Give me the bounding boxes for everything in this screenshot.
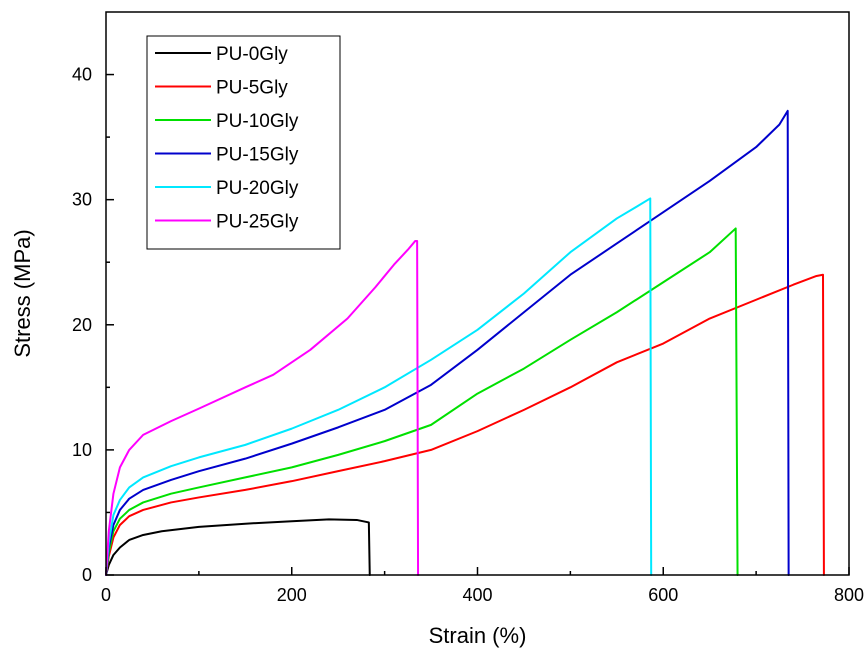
series-layer [105,109,825,576]
y-tick-label: 20 [72,315,92,335]
y-tick-label: 10 [72,440,92,460]
series-line-pu-10gly [105,227,739,576]
x-tick-label: 200 [277,585,307,605]
series-line-pu-15gly [105,109,790,576]
series-line-pu-20gly [105,197,653,576]
y-tick-label: 0 [82,565,92,585]
series-line-pu-5gly [105,273,825,576]
series-line-pu-25gly [105,239,420,576]
x-tick-label: 0 [101,585,111,605]
legend-label-pu-10gly: PU-10Gly [216,111,299,132]
x-axis-title: Strain (%) [429,623,527,648]
legend-box [146,35,341,250]
legend-label-pu-0gly: PU-0Gly [216,44,288,65]
legend: PU-0Gly PU-5Gly PU-10Gly PU-15Gly PU-20Gly PU… [146,35,341,250]
legend-label-pu-25gly: PU-25Gly [216,212,299,233]
legend-label-pu-15gly: PU-15Gly [216,145,299,166]
y-axis-title: Stress (MPa) [10,229,35,357]
x-tick-label: 600 [648,585,678,605]
x-tick-label: 400 [462,585,492,605]
ticks-layer: 0 200 400 600 800 0 10 20 30 40 [72,65,864,605]
legend-label-pu-5gly: PU-5Gly [216,78,288,99]
y-tick-label: 40 [72,65,92,85]
y-tick-label: 30 [72,190,92,210]
x-tick-label: 800 [834,585,864,605]
series-line-pu-0gly [105,518,371,576]
legend-label-pu-20gly: PU-20Gly [216,178,299,199]
